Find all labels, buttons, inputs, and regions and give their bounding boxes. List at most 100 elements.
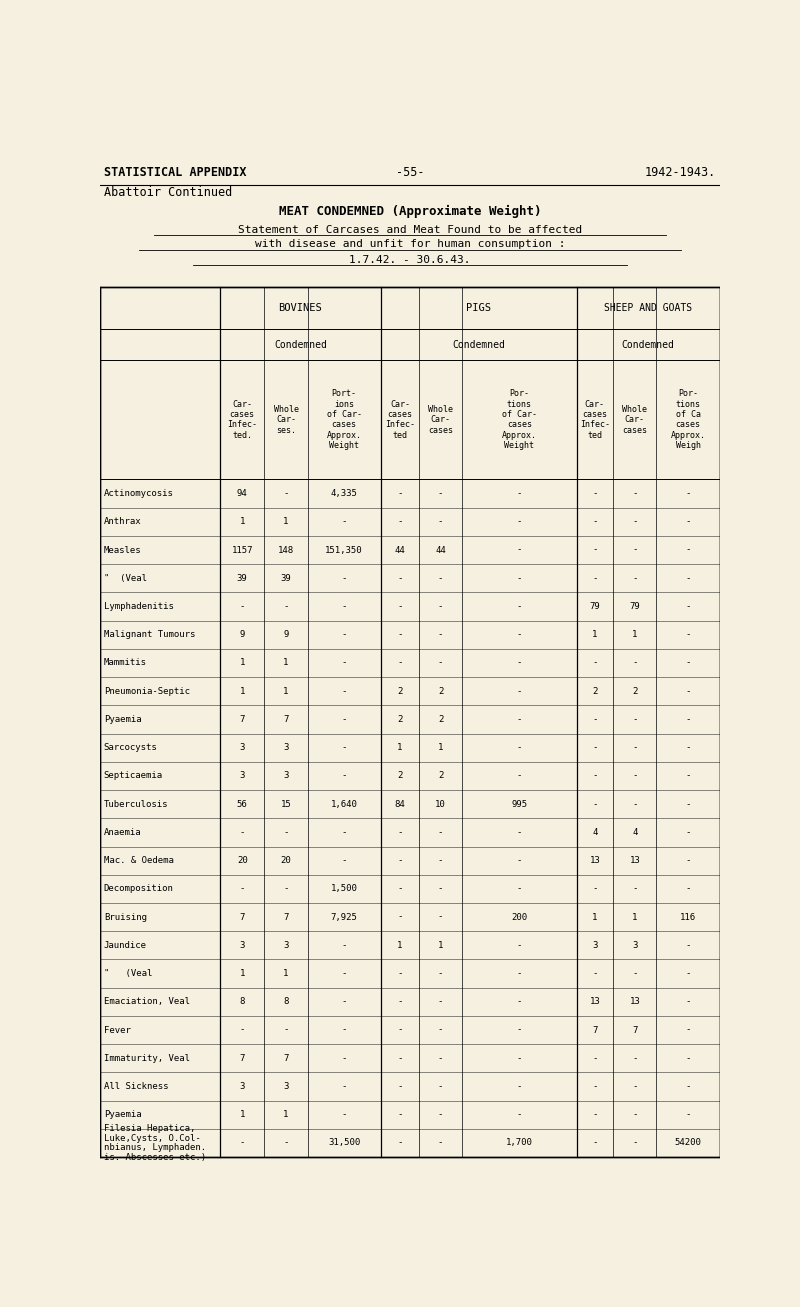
- Text: BOVINES: BOVINES: [278, 303, 322, 314]
- Text: -: -: [438, 885, 443, 894]
- Text: Tuberculosis: Tuberculosis: [104, 800, 168, 809]
- Text: Lymphadenitis: Lymphadenitis: [104, 603, 174, 610]
- Text: -: -: [686, 518, 691, 527]
- Text: 2: 2: [398, 686, 402, 695]
- Text: -: -: [398, 885, 402, 894]
- Text: -: -: [592, 545, 598, 554]
- Text: 1: 1: [398, 744, 402, 753]
- Text: -: -: [438, 968, 443, 978]
- Text: 2: 2: [438, 771, 443, 780]
- Text: -: -: [342, 715, 347, 724]
- Text: -: -: [283, 885, 289, 894]
- Text: Measles: Measles: [104, 545, 142, 554]
- Text: -: -: [239, 885, 245, 894]
- Text: 9: 9: [283, 630, 289, 639]
- Text: Por-
tions
of Car-
cases
Approx.
Weight: Por- tions of Car- cases Approx. Weight: [502, 389, 537, 451]
- Text: -: -: [517, 941, 522, 950]
- Text: 1: 1: [239, 659, 245, 668]
- Text: -: -: [239, 1138, 245, 1148]
- Text: -: -: [342, 686, 347, 695]
- Text: Statement of Carcases and Meat Found to be affected: Statement of Carcases and Meat Found to …: [238, 225, 582, 235]
- Text: -: -: [632, 744, 638, 753]
- Text: -: -: [283, 489, 289, 498]
- Text: -: -: [438, 574, 443, 583]
- Text: -: -: [632, 800, 638, 809]
- Text: -: -: [438, 1082, 443, 1091]
- Text: Car-
cases
Infec-
ted: Car- cases Infec- ted: [385, 400, 415, 440]
- Text: -: -: [438, 659, 443, 668]
- Text: -: -: [686, 827, 691, 836]
- Text: -: -: [517, 603, 522, 610]
- Text: 1942-1943.: 1942-1943.: [645, 166, 716, 179]
- Text: -: -: [517, 771, 522, 780]
- Text: -: -: [517, 518, 522, 527]
- Text: -: -: [592, 1110, 598, 1119]
- Text: -: -: [342, 1110, 347, 1119]
- Text: -: -: [438, 518, 443, 527]
- Text: -: -: [592, 489, 598, 498]
- Text: -: -: [632, 771, 638, 780]
- Text: -: -: [517, 997, 522, 1006]
- Text: 3: 3: [283, 941, 289, 950]
- Text: -: -: [686, 771, 691, 780]
- Text: -: -: [342, 659, 347, 668]
- Text: STATISTICAL APPENDIX: STATISTICAL APPENDIX: [104, 166, 246, 179]
- Text: 7: 7: [239, 1053, 245, 1063]
- Text: 84: 84: [394, 800, 406, 809]
- Text: 1: 1: [632, 630, 638, 639]
- Text: -: -: [517, 1026, 522, 1035]
- Text: -: -: [342, 630, 347, 639]
- Text: -: -: [686, 1026, 691, 1035]
- Text: -: -: [592, 518, 598, 527]
- Text: -: -: [686, 545, 691, 554]
- Text: 2: 2: [632, 686, 638, 695]
- Text: 1: 1: [398, 941, 402, 950]
- Text: -: -: [342, 1026, 347, 1035]
- Text: 1: 1: [239, 518, 245, 527]
- Text: 79: 79: [630, 603, 640, 610]
- Text: -: -: [592, 574, 598, 583]
- Text: Pneumonia-Septic: Pneumonia-Septic: [104, 686, 190, 695]
- Text: 2: 2: [398, 715, 402, 724]
- Text: 148: 148: [278, 545, 294, 554]
- Text: 1: 1: [632, 912, 638, 921]
- Text: Por-
tions
of Ca
cases
Approx.
Weigh: Por- tions of Ca cases Approx. Weigh: [670, 389, 706, 451]
- Text: -: -: [686, 885, 691, 894]
- Text: "   (Veal: " (Veal: [104, 968, 152, 978]
- Text: 116: 116: [680, 912, 696, 921]
- Text: 7: 7: [239, 715, 245, 724]
- Text: Pyaemia: Pyaemia: [104, 1110, 142, 1119]
- Text: 1: 1: [438, 941, 443, 950]
- Text: -: -: [438, 1053, 443, 1063]
- Text: -: -: [592, 659, 598, 668]
- Text: -: -: [398, 1110, 402, 1119]
- Text: 8: 8: [283, 997, 289, 1006]
- Text: -: -: [283, 1138, 289, 1148]
- Text: 4: 4: [632, 827, 638, 836]
- Text: 3: 3: [239, 941, 245, 950]
- Text: 1157: 1157: [231, 545, 253, 554]
- Text: -: -: [592, 771, 598, 780]
- Text: -: -: [632, 489, 638, 498]
- Text: -: -: [398, 856, 402, 865]
- Text: 1: 1: [438, 744, 443, 753]
- Text: -: -: [592, 1082, 598, 1091]
- Text: -: -: [686, 997, 691, 1006]
- Text: -: -: [592, 1053, 598, 1063]
- Text: 3: 3: [239, 1082, 245, 1091]
- Text: -: -: [517, 715, 522, 724]
- Text: Whole
Car-
cases: Whole Car- cases: [622, 405, 647, 435]
- Text: -: -: [517, 1082, 522, 1091]
- Text: -: -: [398, 574, 402, 583]
- Text: Pyaemia: Pyaemia: [104, 715, 142, 724]
- Text: 1,700: 1,700: [506, 1138, 533, 1148]
- Text: 20: 20: [281, 856, 291, 865]
- Text: 1: 1: [239, 968, 245, 978]
- Text: 31,500: 31,500: [328, 1138, 360, 1148]
- Text: -: -: [438, 603, 443, 610]
- Text: 2: 2: [438, 715, 443, 724]
- Text: Condemned: Condemned: [274, 340, 326, 350]
- Text: Whole
Car-
ses.: Whole Car- ses.: [274, 405, 298, 435]
- Text: -55-: -55-: [396, 166, 424, 179]
- Text: "  (Veal: " (Veal: [104, 574, 147, 583]
